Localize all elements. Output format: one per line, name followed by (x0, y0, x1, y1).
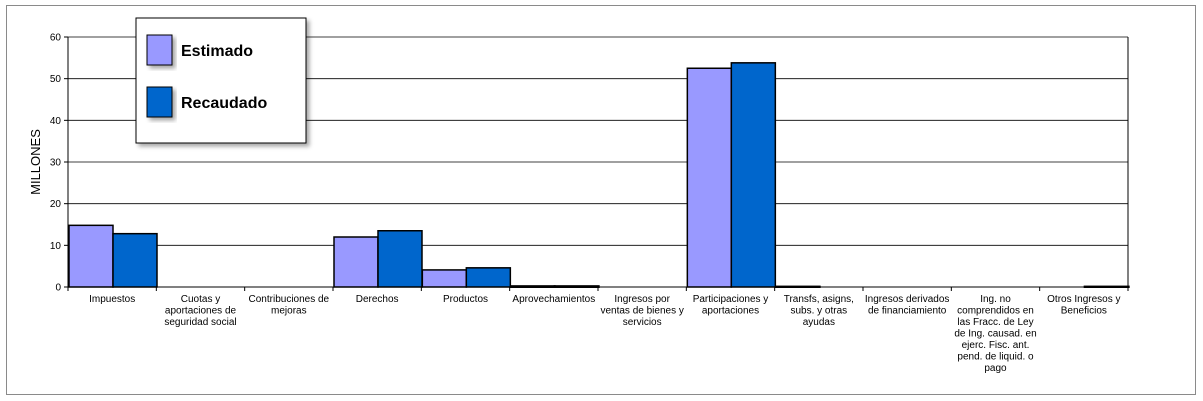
bar-estimado (686, 67, 733, 288)
bar-recaudado (730, 62, 777, 288)
x-category-label: Otros Ingresos y Beneficios (1047, 294, 1120, 317)
bar-recaudado (377, 230, 423, 288)
x-category-label: Participaciones y aportaciones (693, 294, 769, 317)
legend: Estimado Recaudado (135, 17, 307, 144)
legend-label: Recaudado (181, 95, 267, 112)
bar-estimado (333, 236, 379, 288)
x-category-label: Impuestos (89, 294, 135, 305)
x-category-label: Aprovechamientos (512, 294, 595, 305)
y-tick-label: 30 (50, 158, 62, 169)
x-category-label: Productos (443, 294, 488, 305)
x-category-label: Contribuciones de mejoras (249, 294, 330, 317)
legend-swatch-estimado (146, 34, 173, 66)
x-category-label: Derechos (356, 294, 399, 305)
y-tick-label: 60 (50, 33, 62, 44)
x-category-labels: Impuestos Cuotas y aportaciones de segurida… (89, 294, 1120, 374)
y-tick-label: 10 (50, 241, 62, 252)
y-tick-labels: 0 10 20 30 40 50 60 (50, 33, 62, 294)
x-category-label: Ingresos por ventas de bienes y servicios (600, 294, 683, 328)
x-category-label: Ing. no comprendidos en las Fracc. de Ley d… (954, 294, 1036, 374)
bar-recaudado (112, 232, 158, 288)
axes (64, 36, 1129, 291)
x-category-label: Transfs, asigns, subs. y otras ayudas (784, 294, 854, 328)
legend-swatch-recaudado (146, 86, 173, 118)
y-tick-label: 40 (50, 116, 62, 127)
y-tick-label: 0 (55, 283, 61, 294)
bar-estimado (68, 224, 114, 288)
y-tick-label: 20 (50, 199, 62, 210)
y-axis-label: MILLONES (28, 129, 43, 195)
bar-estimado (421, 269, 468, 288)
x-category-label: Ingresos derivados de financiamiento (865, 294, 950, 317)
bar-recaudado (465, 267, 512, 288)
legend-label: Estimado (181, 43, 253, 60)
x-category-label: Cuotas y aportaciones de seguridad social (164, 294, 236, 328)
y-tick-label: 50 (50, 74, 62, 85)
